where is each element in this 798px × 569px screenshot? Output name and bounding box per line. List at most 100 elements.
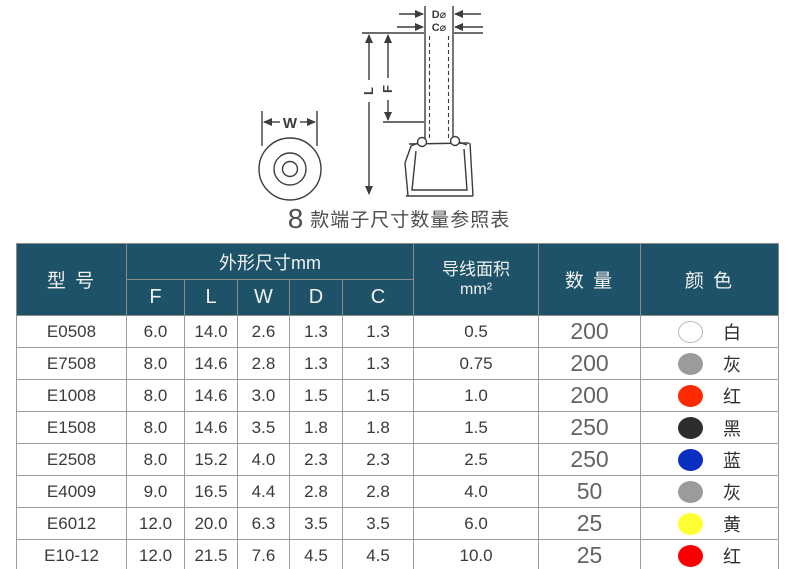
model-cell: E7508 xyxy=(16,347,127,380)
color-swatch xyxy=(678,320,704,343)
color-cell: 黑 xyxy=(640,411,780,444)
dim-w-cell: 7.6 xyxy=(237,539,290,569)
title-text: 款端子尺寸数量参照表 xyxy=(310,210,511,231)
color-swatch xyxy=(678,416,704,439)
dim-d-cell: 1.8 xyxy=(289,411,343,444)
inner-circle xyxy=(281,160,299,178)
color-swatch xyxy=(678,448,704,471)
color-cell: 红 xyxy=(640,539,780,569)
wire-area-cell: 2.5 xyxy=(413,443,540,476)
dim-c-cell: 3.5 xyxy=(341,507,415,540)
dim-f-cell: 9.0 xyxy=(126,475,185,508)
header-quantity: 数 量 xyxy=(538,243,642,316)
table-row: E4009 9.0 16.5 4.4 2.8 2.8 4.0 50 灰 xyxy=(16,475,780,508)
terminal-front-view: W xyxy=(258,111,322,201)
model-cell: E1508 xyxy=(16,411,127,444)
dim-l-cell: 20.0 xyxy=(184,507,238,540)
terminal-spec-table: 型 号 外形尺寸mm 导线面积 mm² 数 量 颜 色 F L W D C E0… xyxy=(16,243,780,569)
l-dimension-label: L xyxy=(361,87,376,95)
model-cell: E10-12 xyxy=(16,539,127,569)
header-wire-area-unit: mm² xyxy=(460,281,493,299)
dim-w-cell: 6.3 xyxy=(237,507,290,540)
dim-l-cell: 14.0 xyxy=(184,315,238,348)
dim-l-cell: 14.6 xyxy=(184,379,238,412)
color-cell: 红 xyxy=(640,379,780,412)
dim-d-cell: 4.5 xyxy=(289,539,343,569)
outer-circle xyxy=(258,137,322,201)
dim-c-cell: 1.3 xyxy=(341,315,415,348)
color-swatch xyxy=(678,480,704,503)
f-dimension-label: F xyxy=(380,85,395,93)
header-dim-l: L xyxy=(184,279,238,316)
dim-d-cell: 1.3 xyxy=(289,315,343,348)
color-swatch xyxy=(678,384,704,407)
dim-f-cell: 8.0 xyxy=(126,443,185,476)
header-dim-w: W xyxy=(237,279,290,316)
color-name: 灰 xyxy=(723,354,742,375)
table-row: E2508 8.0 15.2 4.0 2.3 2.3 2.5 250 蓝 xyxy=(16,443,780,476)
terminal-dimension-diagram: W D⌀ C⌀ L xyxy=(258,6,483,201)
middle-circle xyxy=(273,152,307,186)
dim-d-cell: 1.3 xyxy=(289,347,343,380)
header-dimensions-group: 外形尺寸mm xyxy=(125,243,415,280)
header-dim-f: F xyxy=(126,279,185,316)
wire-area-cell: 4.0 xyxy=(413,475,540,508)
header-model: 型 号 xyxy=(16,243,127,316)
color-cell: 灰 xyxy=(640,347,780,380)
header-dim-c: C xyxy=(341,279,415,316)
color-cell: 灰 xyxy=(640,475,780,508)
dim-w-cell: 3.5 xyxy=(237,411,290,444)
dim-d-cell: 1.5 xyxy=(289,379,343,412)
table-body: E0508 6.0 14.0 2.6 1.3 1.3 0.5 200 白 E7508 8.0 14.6… xyxy=(16,315,780,569)
dim-f-cell: 6.0 xyxy=(126,315,185,348)
table-row: E1008 8.0 14.6 3.0 1.5 1.5 1.0 200 红 xyxy=(16,379,780,412)
color-name: 红 xyxy=(723,546,742,567)
color-swatch xyxy=(678,512,704,535)
color-name: 黑 xyxy=(723,418,742,439)
dim-l-cell: 15.2 xyxy=(184,443,238,476)
dim-c-cell: 4.5 xyxy=(341,539,415,569)
table-row: E0508 6.0 14.0 2.6 1.3 1.3 0.5 200 白 xyxy=(16,315,780,348)
table-row: E6012 12.0 20.0 6.3 3.5 3.5 6.0 25 黄 xyxy=(16,507,780,540)
model-cell: E2508 xyxy=(16,443,127,476)
wire-area-cell: 10.0 xyxy=(413,539,540,569)
dim-f-cell: 8.0 xyxy=(126,347,185,380)
quantity-cell: 25 xyxy=(538,539,642,569)
dim-w-cell: 3.0 xyxy=(237,379,290,412)
color-name: 红 xyxy=(723,386,742,407)
quantity-cell: 250 xyxy=(538,411,642,444)
color-swatch xyxy=(678,352,704,375)
quantity-cell: 200 xyxy=(538,347,642,380)
color-swatch xyxy=(678,544,704,567)
dim-f-cell: 12.0 xyxy=(126,507,185,540)
table-row: E7508 8.0 14.6 2.8 1.3 1.3 0.75 200 灰 xyxy=(16,347,780,380)
model-cell: E1008 xyxy=(16,379,127,412)
header-dim-d: D xyxy=(289,279,343,316)
dim-l-cell: 14.6 xyxy=(184,347,238,380)
color-name: 蓝 xyxy=(723,450,742,471)
dim-c-cell: 2.3 xyxy=(341,443,415,476)
quantity-cell: 50 xyxy=(538,475,642,508)
title-count: 8 xyxy=(287,203,304,234)
color-name: 黄 xyxy=(723,514,742,535)
dim-f-cell: 8.0 xyxy=(126,379,185,412)
color-cell: 白 xyxy=(640,315,780,348)
c-dimension-label: C⌀ xyxy=(432,22,447,34)
dim-w-cell: 4.0 xyxy=(237,443,290,476)
model-cell: E0508 xyxy=(16,315,127,348)
dim-c-cell: 1.8 xyxy=(341,411,415,444)
dim-c-cell: 1.3 xyxy=(341,347,415,380)
model-cell: E6012 xyxy=(16,507,127,540)
quantity-cell: 250 xyxy=(538,443,642,476)
dim-d-cell: 2.8 xyxy=(289,475,343,508)
color-name: 白 xyxy=(723,322,742,343)
table-header: 型 号 外形尺寸mm 导线面积 mm² 数 量 颜 色 F L W D C xyxy=(16,243,780,316)
dim-d-cell: 2.3 xyxy=(289,443,343,476)
dim-f-cell: 8.0 xyxy=(126,411,185,444)
table-row: E1508 8.0 14.6 3.5 1.8 1.8 1.5 250 黑 xyxy=(16,411,780,444)
page-title: 8 款端子尺寸数量参照表 xyxy=(0,203,798,235)
dim-w-cell: 2.6 xyxy=(237,315,290,348)
w-dimension-label: W xyxy=(283,115,298,132)
dim-w-cell: 4.4 xyxy=(237,475,290,508)
dim-c-cell: 2.8 xyxy=(341,475,415,508)
